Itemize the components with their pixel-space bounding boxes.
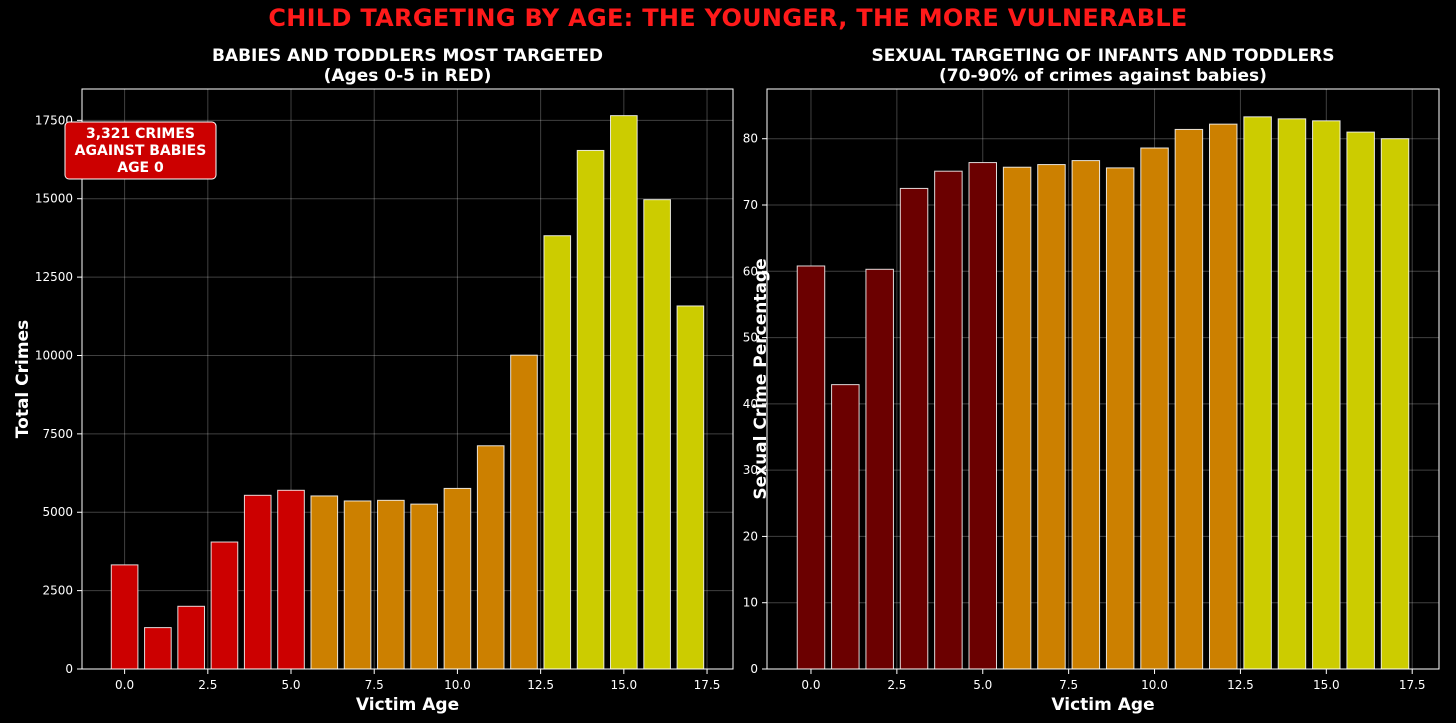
bar-age-2: [865, 268, 894, 670]
y-tick-label: 50: [743, 331, 758, 345]
y-tick-label: 30: [743, 463, 758, 477]
y-tick-label: 40: [743, 397, 758, 411]
bar-age-13: [1243, 116, 1272, 670]
x-tick-label: 7.5: [1059, 678, 1078, 692]
bar-age-15: [610, 115, 638, 670]
chart-subtitle: (Ages 0-5 in RED): [324, 66, 492, 86]
y-tick-label: 0: [65, 662, 73, 676]
chart-panel-1: 0.0 2.5 5.0 7.5 10.0 12.5 15.0 17.5 0 2500 5000 750…: [13, 46, 734, 715]
annotation-box: [64, 121, 217, 180]
x-tick-label: 0.0: [801, 678, 820, 692]
bar-age-13: [543, 235, 572, 670]
axes-frame: [766, 88, 1440, 670]
y-tick-label: 70: [743, 198, 758, 212]
y-tick-label: 5000: [42, 505, 73, 519]
x-tick-label: 2.5: [887, 678, 906, 692]
bar-age-17: [676, 305, 705, 670]
bar-age-7: [1037, 164, 1066, 670]
x-tick-label: 12.5: [527, 678, 554, 692]
x-tick-label: 17.5: [694, 678, 721, 692]
annotation-text-line: AGAINST BABIES: [75, 143, 207, 159]
bar-age-0: [796, 265, 826, 670]
y-tick-label: 60: [743, 264, 758, 278]
bar-age-3: [210, 541, 239, 670]
bar-age-8: [377, 499, 405, 670]
bar-age-12: [1209, 123, 1238, 670]
y-tick-label: 80: [743, 132, 758, 146]
chart-title: BABIES AND TODDLERS MOST TARGETED: [212, 46, 603, 66]
bar-age-12: [510, 354, 538, 670]
bar-age-6: [1002, 166, 1032, 670]
bar-age-16: [643, 199, 671, 670]
chart-subtitle: (70-90% of crimes against babies): [939, 66, 1267, 86]
y-tick-label: 20: [743, 529, 758, 543]
y-tick-label: 10: [743, 596, 758, 610]
annotation-text-line: 3,321 CRIMES: [86, 126, 195, 142]
bar-age-10: [443, 487, 472, 670]
bar-age-1: [831, 384, 860, 670]
chart-title: SEXUAL TARGETING OF INFANTS AND TODDLERS: [871, 46, 1334, 66]
bar-age-3: [899, 187, 929, 670]
x-tick-label: 12.5: [1227, 678, 1254, 692]
x-tick-label: 10.0: [1141, 678, 1168, 692]
y-tick-label: 12500: [35, 270, 73, 284]
y-tick-label: 17500: [35, 113, 73, 127]
x-tick-label: 2.5: [198, 678, 217, 692]
bar-age-4: [934, 170, 963, 670]
chart-panel-2: 0.0 2.5 5.0 7.5 10.0 12.5 15.0 17.5 0 10 20 30 40 50 6…: [743, 46, 1440, 715]
bar-age-14: [1277, 118, 1307, 670]
x-tick-label: 5.0: [973, 678, 992, 692]
x-axis-label: Victim Age: [1051, 695, 1154, 715]
figure-supertitle: CHILD TARGETING BY AGE: THE YOUNGER, THE…: [268, 4, 1188, 32]
y-tick-label: 7500: [42, 427, 73, 441]
bar-age-15: [1312, 120, 1341, 670]
bar-age-11: [1174, 128, 1204, 670]
y-tick-label: 15000: [35, 192, 73, 206]
x-axis-label: Victim Age: [356, 695, 459, 715]
bar-age-9: [1105, 167, 1135, 670]
bar-age-8: [1071, 160, 1101, 670]
bar-age-9: [410, 503, 438, 670]
bar-age-0: [110, 564, 139, 670]
axes-frame: [81, 88, 734, 670]
bar-age-5: [968, 162, 997, 670]
bar-age-7: [343, 500, 372, 670]
y-tick-label: 2500: [42, 584, 73, 598]
x-tick-label: 7.5: [365, 678, 384, 692]
x-tick-label: 15.0: [1313, 678, 1340, 692]
bar-age-17: [1380, 138, 1410, 670]
bar-age-1: [144, 627, 172, 670]
y-tick-label: 10000: [35, 348, 73, 362]
x-tick-label: 5.0: [281, 678, 300, 692]
bar-age-5: [277, 489, 305, 670]
x-tick-label: 17.5: [1399, 678, 1426, 692]
x-tick-label: 0.0: [115, 678, 134, 692]
bar-age-10: [1140, 147, 1169, 670]
bar-age-2: [177, 605, 205, 670]
x-tick-label: 10.0: [444, 678, 471, 692]
annotation-text-line: AGE 0: [117, 160, 164, 176]
bar-age-4: [243, 494, 272, 670]
bar-age-14: [576, 149, 605, 670]
y-axis-label: Sexual Crime Percentage: [751, 258, 771, 499]
y-axis-label: Total Crimes: [13, 320, 33, 438]
bar-age-16: [1346, 131, 1375, 670]
y-tick-label: 0: [750, 662, 758, 676]
x-tick-label: 15.0: [610, 678, 637, 692]
bar-age-6: [310, 495, 339, 670]
bar-age-11: [476, 445, 505, 670]
